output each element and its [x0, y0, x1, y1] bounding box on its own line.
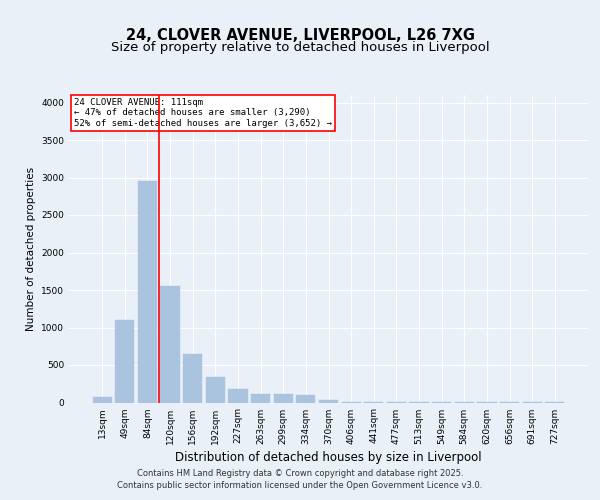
Text: Size of property relative to detached houses in Liverpool: Size of property relative to detached ho…	[110, 41, 490, 54]
X-axis label: Distribution of detached houses by size in Liverpool: Distribution of detached houses by size …	[175, 450, 482, 464]
Bar	[138, 181, 157, 402]
Bar	[206, 377, 225, 402]
Text: 24, CLOVER AVENUE, LIVERPOOL, L26 7XG: 24, CLOVER AVENUE, LIVERPOOL, L26 7XG	[125, 28, 475, 42]
Bar	[251, 394, 270, 402]
Bar	[92, 397, 112, 402]
Bar	[160, 286, 180, 403]
Bar	[229, 388, 248, 402]
Bar	[296, 395, 316, 402]
Bar	[115, 320, 134, 402]
Y-axis label: Number of detached properties: Number of detached properties	[26, 166, 35, 331]
Bar	[274, 394, 293, 402]
Text: Contains public sector information licensed under the Open Government Licence v3: Contains public sector information licen…	[118, 482, 482, 490]
Bar	[319, 400, 338, 402]
Bar	[183, 354, 202, 403]
Text: 24 CLOVER AVENUE: 111sqm
← 47% of detached houses are smaller (3,290)
52% of sem: 24 CLOVER AVENUE: 111sqm ← 47% of detach…	[74, 98, 332, 128]
Text: Contains HM Land Registry data © Crown copyright and database right 2025.: Contains HM Land Registry data © Crown c…	[137, 470, 463, 478]
